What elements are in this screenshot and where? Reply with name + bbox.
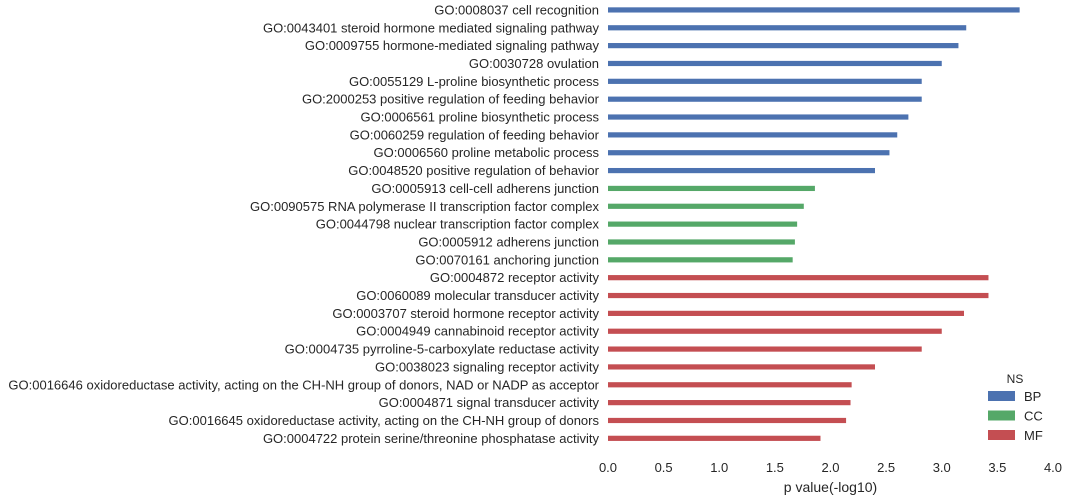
bar-bp — [608, 167, 875, 174]
x-tick-label: 1.5 — [766, 460, 784, 475]
category-label: GO:0004871 signal transducer activity — [379, 395, 600, 410]
bar-mf — [608, 382, 852, 388]
bar-bp — [608, 43, 959, 49]
bars-group — [608, 7, 1020, 441]
bar-cc — [608, 185, 815, 192]
bar-cc — [608, 221, 798, 227]
category-label: GO:0016646 oxidoreductase activity, acti… — [8, 377, 599, 392]
bar-bp — [608, 150, 890, 156]
bar-mf — [608, 364, 875, 370]
legend-label-bp: BP — [1024, 389, 1041, 404]
category-label: GO:0006561 proline biosynthetic process — [361, 110, 600, 125]
category-label: GO:0038023 signaling receptor activity — [375, 359, 600, 374]
category-label: GO:0055129 L-proline biosynthetic proces… — [349, 74, 600, 89]
category-label: GO:0044798 nuclear transcription factor … — [316, 217, 600, 232]
bar-bp — [608, 132, 898, 138]
bar-bp — [608, 25, 967, 31]
category-label: GO:0009755 hormone-mediated signaling pa… — [305, 38, 600, 53]
category-label: GO:0090575 RNA polymerase II transcripti… — [250, 199, 599, 214]
bar-cc — [608, 239, 795, 245]
bar-mf — [608, 292, 989, 299]
legend-swatch-cc — [988, 410, 1015, 421]
bar-bp — [608, 7, 1020, 13]
bar-mf — [608, 435, 821, 441]
legend: NS BP CC MF — [988, 372, 1043, 443]
bar-mf — [608, 417, 847, 424]
legend-label-mf: MF — [1024, 428, 1043, 443]
category-label: GO:0004949 cannabinoid receptor activity — [356, 324, 599, 339]
x-tick-label: 4.0 — [1044, 460, 1062, 475]
bar-mf — [608, 275, 989, 281]
category-labels: GO:0008037 cell recognition GO:0043401 st… — [8, 2, 599, 445]
x-tick-label: 3.5 — [988, 460, 1006, 475]
x-tick-label: 0.0 — [599, 460, 617, 475]
legend-swatch-bp — [988, 391, 1015, 401]
x-tick-label: 2.5 — [877, 460, 895, 475]
x-tick-label: 2.0 — [821, 460, 839, 475]
x-tick-label: 1.0 — [710, 460, 728, 475]
category-label: GO:0005912 adherens junction — [418, 234, 599, 249]
x-axis-ticks: 0.0 0.5 1.0 1.5 2.0 2.5 3.0 3.5 4.0 — [599, 460, 1062, 475]
x-tick-label: 0.5 — [655, 460, 673, 475]
category-label: GO:0004872 receptor activity — [430, 270, 600, 285]
bar-cc — [608, 203, 804, 209]
bar-mf — [608, 328, 942, 334]
legend-title: NS — [1007, 372, 1024, 386]
category-label: GO:0048520 positive regulation of behavi… — [348, 163, 599, 178]
category-label: GO:2000253 positive regulation of feedin… — [302, 92, 600, 107]
x-tick-label: 3.0 — [933, 460, 951, 475]
legend-swatch-mf — [988, 430, 1015, 440]
category-label: GO:0003707 steroid hormone receptor acti… — [332, 306, 599, 321]
bar-mf — [608, 400, 851, 406]
category-label: GO:0060089 molecular transducer activity — [356, 288, 599, 303]
category-label: GO:0060259 regulation of feeding behavio… — [350, 127, 600, 142]
category-label: GO:0043401 steroid hormone mediated sign… — [263, 20, 600, 35]
bar-bp — [608, 78, 922, 84]
category-label: GO:0004722 protein serine/threonine phos… — [263, 431, 600, 446]
legend-label-cc: CC — [1024, 409, 1043, 424]
category-label: GO:0008037 cell recognition — [434, 2, 599, 17]
category-label: GO:0004735 pyrroline-5-carboxylate reduc… — [285, 342, 600, 357]
x-axis-title: p value(-log10) — [784, 479, 877, 495]
bar-mf — [608, 346, 922, 352]
bar-mf — [608, 310, 964, 316]
legend-entries: BP CC MF — [988, 389, 1043, 443]
category-label: GO:0005913 cell-cell adherens junction — [371, 181, 599, 196]
category-label: GO:0016645 oxidoreductase activity, acti… — [169, 413, 600, 428]
bar-cc — [608, 257, 793, 263]
category-label: GO:0006560 proline metabolic process — [374, 145, 600, 160]
category-label: GO:0070161 anchoring junction — [415, 252, 599, 267]
bar-bp — [608, 96, 922, 102]
bar-bp — [608, 60, 942, 67]
category-label: GO:0030728 ovulation — [469, 56, 599, 71]
bar-bp — [608, 114, 909, 120]
